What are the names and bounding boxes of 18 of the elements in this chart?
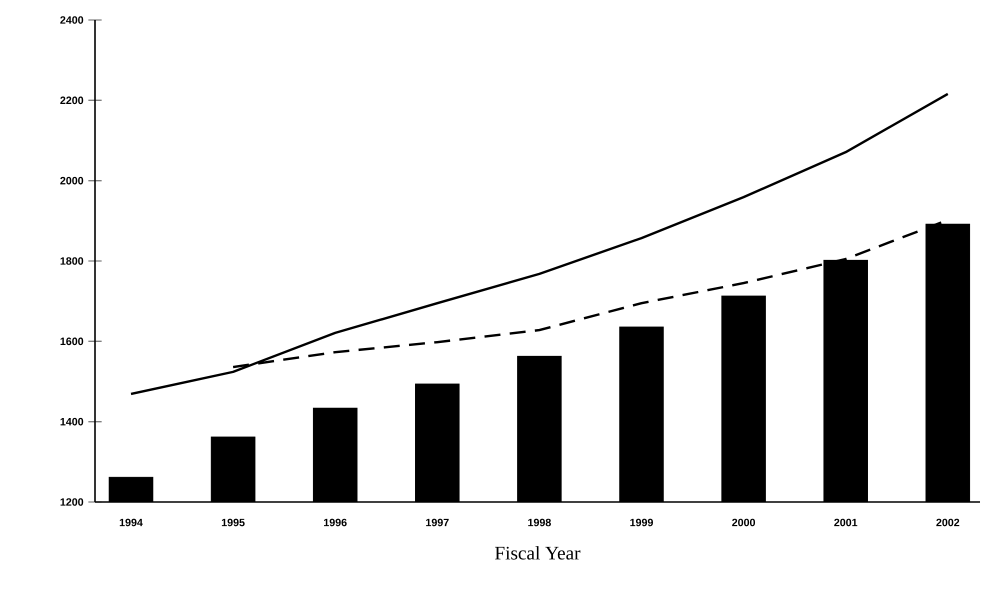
y-tick-label: 1600 (60, 338, 84, 346)
y-tick-label: 2000 (60, 176, 84, 184)
y-tick-label: 2400 (60, 16, 84, 24)
x-axis-title: Fiscal Year (495, 546, 580, 560)
x-tick-label: 1996 (324, 518, 347, 526)
y-tick-label: 1400 (60, 418, 84, 426)
x-tick-label: 2000 (732, 518, 756, 526)
x-tick-label: 1997 (426, 518, 449, 526)
x-tick-label: 2002 (936, 518, 960, 526)
x-tick-label: 1999 (630, 518, 653, 526)
y-tick-label: 2200 (60, 96, 84, 104)
y-tick-label: 1800 (60, 257, 84, 265)
x-tick-label: 1994 (120, 518, 143, 526)
x-tick-label: 1995 (222, 518, 245, 526)
y-tick-label: 1200 (60, 498, 84, 506)
line-series (130, 92, 950, 396)
x-tick-label: 2001 (834, 518, 858, 526)
x-tick-label: 1998 (528, 518, 551, 526)
